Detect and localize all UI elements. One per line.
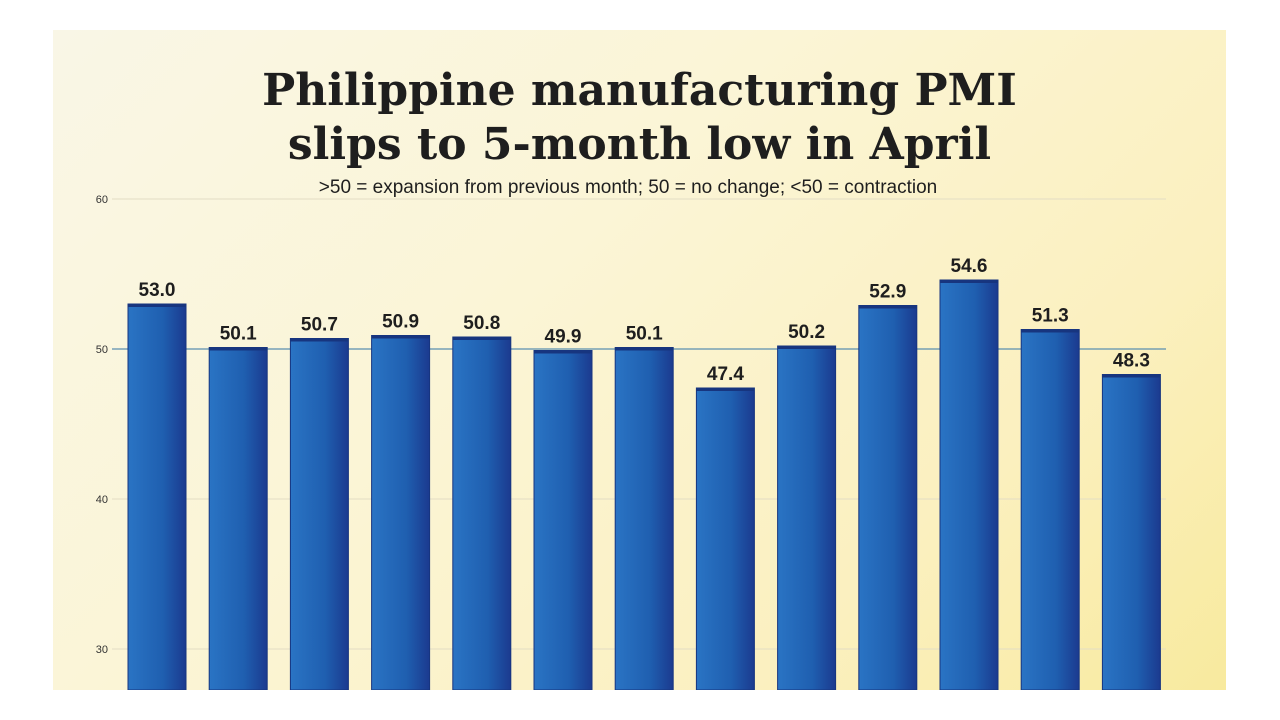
bar <box>452 336 512 690</box>
bar <box>289 338 349 690</box>
bar <box>858 305 918 690</box>
data-label: 50.9 <box>382 312 419 333</box>
data-label: 52.9 <box>869 282 906 303</box>
bar <box>533 350 593 690</box>
bar <box>614 347 674 690</box>
chart-title: Philippine manufacturing PMI slips to 5-… <box>53 64 1226 172</box>
bar-cap <box>1102 374 1161 378</box>
bar <box>208 347 268 690</box>
bar <box>777 345 837 690</box>
bar-cap <box>1021 329 1080 333</box>
y-tick-label: 60 <box>96 194 108 206</box>
bar-cap <box>777 346 836 349</box>
bar-cap <box>290 338 349 342</box>
bar <box>1101 374 1161 690</box>
data-label: 54.6 <box>951 256 988 277</box>
bar <box>371 335 431 690</box>
data-label: 53.0 <box>139 280 176 301</box>
y-tick-label: 50 <box>96 344 108 356</box>
bar <box>127 303 187 690</box>
y-tick-label: 40 <box>96 494 108 506</box>
chart-title-line: Philippine manufacturing PMI <box>262 65 1017 116</box>
bar-cap <box>128 304 186 307</box>
data-label: 48.3 <box>1113 351 1150 372</box>
data-label: 50.1 <box>220 324 257 345</box>
bar <box>1020 329 1080 690</box>
bar-cap <box>858 305 917 309</box>
bar-cap <box>534 350 592 354</box>
chart-subtitle: >50 = expansion from previous month; 50 … <box>318 177 938 198</box>
bar-cap <box>452 337 511 340</box>
bar-cap <box>371 335 430 339</box>
data-label: 50.8 <box>463 313 500 334</box>
bar <box>939 279 999 690</box>
data-labels: 53.0 50.1 50.7 50.9 50.8 49.9 50.1 47.4 50.2 52.9… <box>139 256 1150 385</box>
bars <box>127 279 1161 690</box>
bar-cap <box>615 347 674 351</box>
data-label: 50.2 <box>788 322 825 343</box>
data-label: 50.1 <box>626 324 663 345</box>
bar-cap <box>209 347 268 351</box>
chart-title-line: slips to 5-month low in April <box>287 119 992 170</box>
bar <box>695 387 755 690</box>
bar-cap <box>940 280 998 283</box>
bar-cap <box>696 388 755 391</box>
data-label: 49.9 <box>545 327 582 348</box>
data-label: 51.3 <box>1032 306 1069 327</box>
y-tick-label: 30 <box>96 644 108 656</box>
data-label: 50.7 <box>301 315 338 336</box>
data-label: 47.4 <box>707 364 744 385</box>
